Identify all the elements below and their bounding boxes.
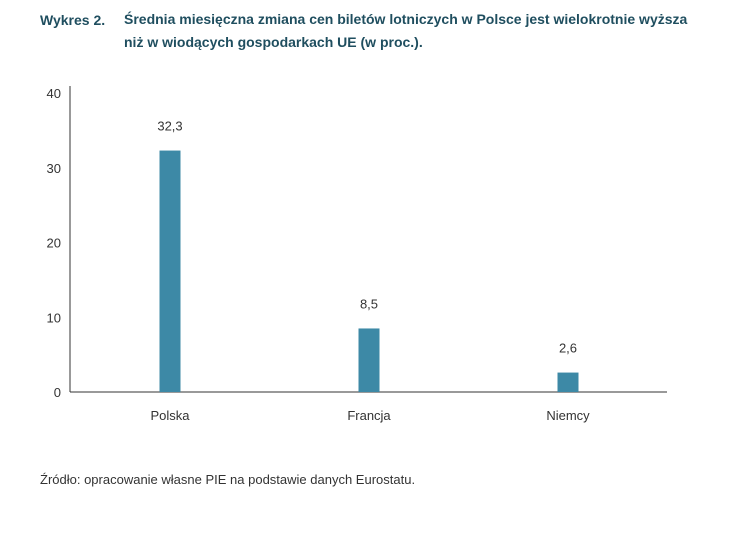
y-tick-label: 30 bbox=[47, 161, 61, 176]
source-note: Źródło: opracowanie własne PIE na podsta… bbox=[40, 472, 416, 487]
data-label: 32,3 bbox=[157, 119, 182, 134]
data-labels: 32,3 8,5 2,6 bbox=[157, 119, 577, 356]
x-tick-label: Polska bbox=[150, 408, 190, 423]
x-tick-label: Niemcy bbox=[546, 408, 590, 423]
bar-polska bbox=[159, 150, 181, 392]
x-axis: Polska Francja Niemcy bbox=[70, 391, 667, 423]
chart-heading: Średnia miesięczna zmiana cen biletów lo… bbox=[124, 11, 688, 50]
x-tick-label: Francja bbox=[347, 408, 391, 423]
y-tick-label: 20 bbox=[47, 236, 61, 251]
y-axis: 0 10 20 30 40 bbox=[47, 86, 71, 400]
bars bbox=[159, 150, 579, 392]
chart-number: Wykres 2. bbox=[40, 12, 106, 28]
data-label: 2,6 bbox=[559, 341, 577, 356]
y-tick-label: 40 bbox=[47, 86, 61, 101]
bar-francja bbox=[358, 328, 380, 392]
data-label: 8,5 bbox=[360, 296, 378, 311]
bar-niemcy bbox=[557, 372, 579, 392]
y-tick-label: 10 bbox=[47, 310, 61, 325]
y-tick-label: 0 bbox=[54, 385, 61, 400]
